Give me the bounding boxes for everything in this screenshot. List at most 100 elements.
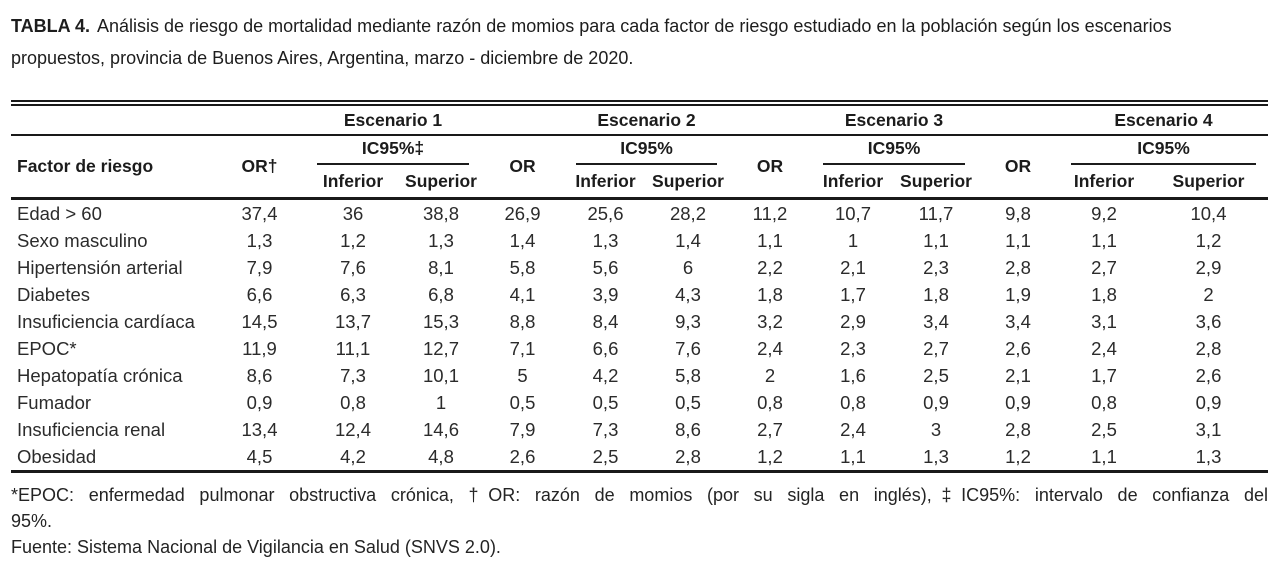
bound-header-row: Inferior Superior Inferior Superior Infe… (11, 166, 1268, 200)
table-cell: 0,5 (592, 391, 619, 413)
table-cell: 2,5 (564, 443, 647, 473)
table-cell: 0,8 (840, 391, 866, 413)
table-cell: 1,3 (895, 443, 977, 473)
footnote-source: Fuente: Sistema Nacional de Vigilancia e… (11, 537, 501, 557)
ci-header-scenario-4: IC95% (1059, 135, 1268, 166)
table-cell: 2,7 (757, 418, 783, 440)
table-cell: 5,6 (592, 256, 619, 278)
table-cell: 7,3 (340, 364, 366, 386)
table-cell: 15,3 (422, 310, 459, 332)
row-label: Diabetes (17, 283, 91, 305)
table-cell: 1,3 (1149, 443, 1268, 473)
table-cell: 36 (342, 202, 364, 224)
table-cell: 4,2 (305, 443, 401, 473)
table-cell: 8,6 (675, 418, 701, 440)
table-row: Insuficiencia renal 13,4 12,4 14,6 7,9 7,3 8,6… (11, 416, 1268, 443)
table-cell: 1,1 (811, 443, 895, 473)
table-cell: 3 (930, 418, 942, 440)
table-cell: 1,8 (923, 283, 949, 305)
table-cell: 0,9 (246, 391, 273, 413)
scenario-3-header: Escenario 3 (811, 106, 977, 136)
table-caption: TABLA 4. Análisis de riesgo de mortalidad… (11, 10, 1268, 74)
table-cell: 1 (847, 229, 859, 251)
row-label: Sexo masculino (17, 229, 148, 251)
table-cell: 2,4 (840, 418, 866, 440)
table-cell: 2,8 (1195, 337, 1222, 359)
table-cell: 4,5 (214, 443, 305, 473)
footnote-line-1: *EPOC: enfermedad pulmonar obstructiva c… (11, 485, 1268, 505)
spacer-cell (977, 106, 1059, 136)
table-cell: 9,3 (675, 310, 701, 332)
table-cell: 2 (1203, 283, 1214, 305)
table-cell: 8,6 (246, 364, 273, 386)
inferior-header: Inferior (305, 166, 401, 200)
or-header-scenario-3: OR (729, 135, 811, 200)
spacer-cell (481, 106, 564, 136)
table-cell: 6,8 (428, 283, 454, 305)
table-cell: 1,4 (675, 229, 701, 251)
table-cell: 10,7 (834, 202, 871, 224)
table-cell: 9,8 (1005, 202, 1031, 224)
table-cell: 38,8 (422, 202, 459, 224)
ci-header-row: Factor de riesgo OR† IC95%‡ OR IC95% OR … (11, 135, 1268, 200)
table-cell: 1,8 (757, 283, 783, 305)
table-cell: 8,1 (428, 256, 454, 278)
or-header-scenario-2: OR (481, 135, 564, 200)
table-cell: 9,2 (1091, 202, 1117, 224)
table-cell: 1,2 (977, 443, 1059, 473)
table-cell: 2,4 (757, 337, 783, 359)
table-cell: 12,4 (334, 418, 371, 440)
table-cell: 8,8 (509, 310, 536, 332)
superior-header: Superior (1149, 166, 1268, 200)
table-cell: 7,6 (340, 256, 366, 278)
scenario-4-header: Escenario 4 (1059, 106, 1268, 136)
row-label: Obesidad (11, 443, 214, 473)
table-cell: 0,8 (1091, 391, 1117, 413)
table-cell: 2,6 (1005, 337, 1031, 359)
table-cell: 3,9 (592, 283, 619, 305)
document: TABLA 4. Análisis de riesgo de mortalidad… (11, 10, 1268, 557)
table-body: Edad > 60 37,4 36 38,8 26,9 25,6 28,2 11,2 10,7 1… (11, 199, 1268, 473)
row-label: Fumador (17, 391, 92, 413)
inferior-header: Inferior (811, 166, 895, 200)
spacer-cell (214, 106, 305, 136)
footnote-line-2: 95%. (11, 511, 53, 531)
table-cell: 5 (517, 364, 528, 386)
odds-ratio-table: Escenario 1 Escenario 2 Escenario 3 Esce… (11, 106, 1268, 473)
table-cell: 0,8 (757, 391, 783, 413)
table-cell: 1,1 (923, 229, 949, 251)
table-row: Fumador 0,9 0,8 1 0,5 0,5 0,5 0,8 0,8 0,9 0,9 0,8 0,… (11, 389, 1268, 416)
table-row: Diabetes 6,6 6,3 6,8 4,1 3,9 4,3 1,8 1,7 1,8 1,9 1,… (11, 281, 1268, 308)
table-cell: 2,3 (923, 256, 949, 278)
table-cell: 4,1 (509, 283, 536, 305)
table-cell: 3,1 (1091, 310, 1117, 332)
spacer-cell (11, 106, 214, 136)
table-cell: 2,6 (1195, 364, 1222, 386)
ci-header-scenario-3: IC95% (811, 135, 977, 166)
table-cell: 2,5 (1091, 418, 1117, 440)
table-cell: 1,8 (1091, 283, 1117, 305)
table-cell: 10,4 (1190, 202, 1227, 224)
table-cell: 28,2 (669, 202, 706, 224)
inferior-header: Inferior (564, 166, 647, 200)
table-cell: 26,9 (504, 202, 541, 224)
table-row: EPOC* 11,9 11,1 12,7 7,1 6,6 7,6 2,4 2,3 2,7 2,6 2,… (11, 335, 1268, 362)
table-cell: 11,9 (242, 337, 277, 359)
table-cell: 6,3 (340, 283, 366, 305)
table-cell: 6,6 (246, 283, 273, 305)
table-cell: 1,1 (1091, 229, 1117, 251)
ci-label: IC95% (823, 138, 965, 165)
table-cell: 2,8 (1005, 418, 1031, 440)
table-cell: 2,8 (647, 443, 729, 473)
table-row: Hepatopatía crónica 8,6 7,3 10,1 5 4,2 5,8 2 1,6… (11, 362, 1268, 389)
table-cell: 11,1 (335, 337, 371, 359)
table-cell: 2,2 (757, 256, 783, 278)
table-row: Hipertensión arterial 7,9 7,6 8,1 5,8 5,6 6 2,2… (11, 254, 1268, 281)
scenario-1-header: Escenario 1 (305, 106, 481, 136)
table-cell: 1,2 (340, 229, 366, 251)
ci-header-scenario-1: IC95%‡ (305, 135, 481, 166)
or-header-scenario-4: OR (977, 135, 1059, 200)
row-label: Hipertensión arterial (17, 256, 183, 278)
table-caption-label: TABLA 4. (11, 16, 90, 36)
